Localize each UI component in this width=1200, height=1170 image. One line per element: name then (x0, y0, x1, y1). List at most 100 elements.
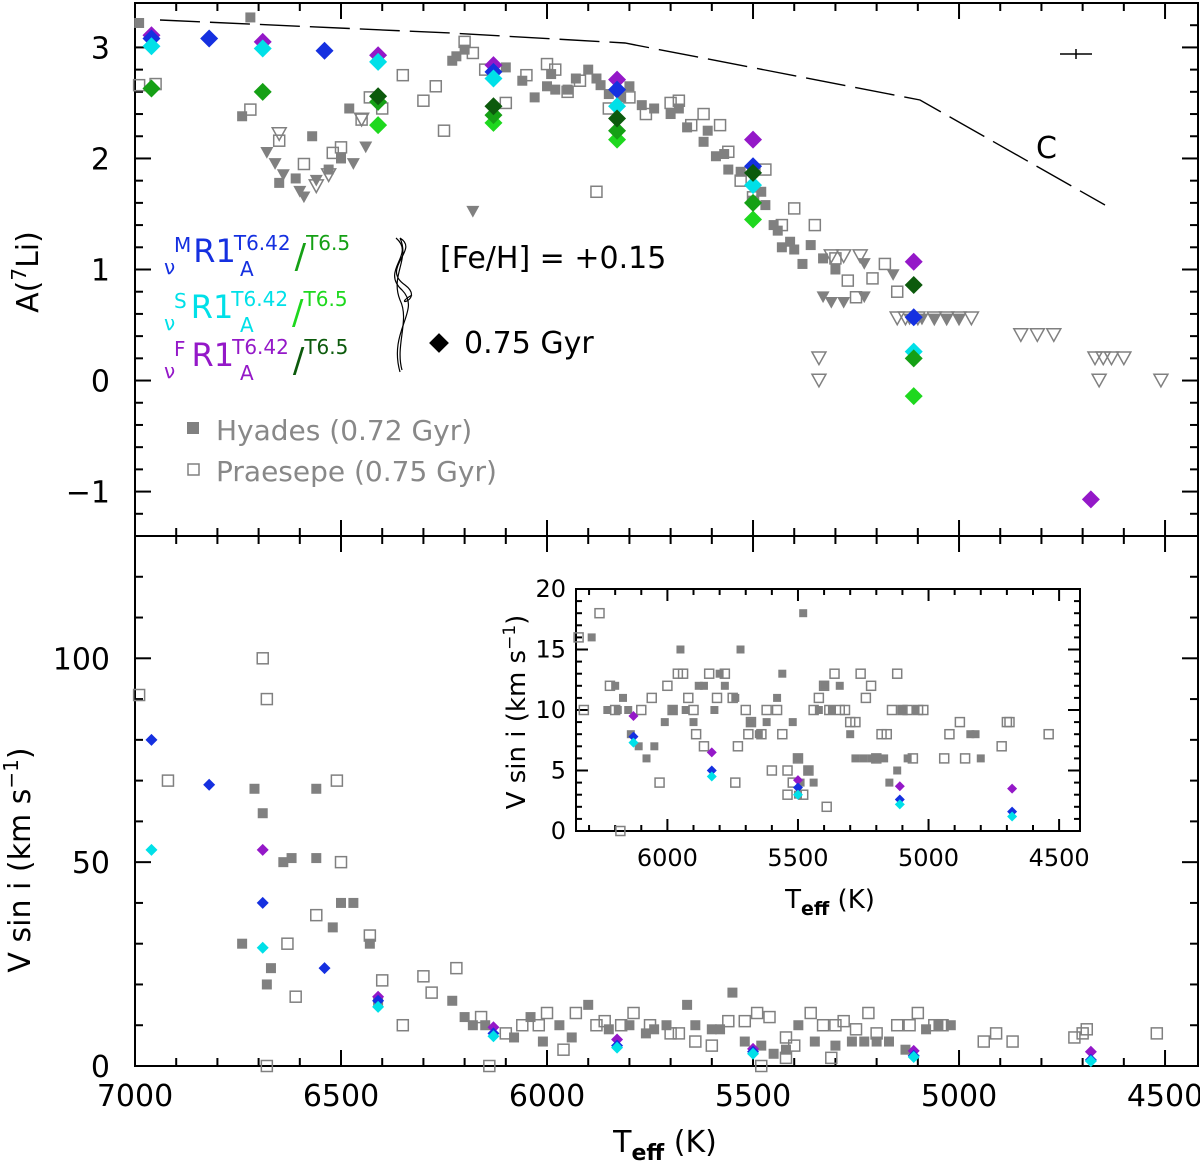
lithium-model-point (744, 163, 763, 182)
praesepe-point (615, 825, 626, 837)
legend-m-sub: A (240, 257, 254, 281)
lithium-y-tick-label: 2 (91, 142, 110, 177)
hyades-upper-limit (260, 147, 274, 159)
inset-y-tick-label: 5 (551, 757, 566, 785)
praesepe-upper-limit (1094, 351, 1112, 367)
hyades-point (265, 963, 276, 974)
hyades-point (451, 51, 462, 62)
hyades-upper-limit (857, 291, 871, 304)
vsini-model-point (487, 1030, 500, 1043)
lithium-y-tick-labels: 3 2 1 0 −1 (66, 31, 110, 510)
hyades-point (467, 1020, 478, 1031)
hyades-point (933, 1020, 944, 1031)
praesepe-point (775, 218, 789, 232)
praesepe-point (886, 704, 898, 716)
praesepe-point (499, 1027, 513, 1040)
lithium-model-point (608, 80, 627, 99)
vsini-y-axis-title: V sin i (km s−1) (0, 747, 38, 972)
legend-brace (396, 237, 413, 371)
hyades-point (883, 1036, 894, 1047)
praesepe-point (719, 668, 731, 679)
praesepe-point (132, 688, 146, 702)
praesepe-point (911, 1006, 925, 1020)
praesepe-point (698, 741, 710, 752)
legend-m-sup: T6.42 (233, 231, 291, 255)
hyades-point (719, 149, 730, 160)
praesepe-point (646, 692, 657, 704)
praesepe-point (722, 1014, 735, 1028)
praesepe-point (363, 929, 377, 942)
praesepe-point (808, 218, 822, 232)
hyades-point (591, 73, 602, 84)
praesepe-point (779, 1051, 793, 1065)
inset-y-tick-label: 10 (535, 696, 566, 724)
hyades-point (689, 718, 698, 727)
praesepe-point (425, 986, 438, 999)
vsini-y-tick-label: 0 (91, 1050, 110, 1085)
praesepe-point (437, 124, 451, 137)
legend-age: 0.75 Gyr (464, 326, 594, 361)
lithium-model-point (484, 97, 503, 116)
hyades-point (650, 742, 659, 751)
vsini-ticks (134, 535, 1198, 1067)
praesepe-point (623, 91, 636, 104)
praesepe-upper-limit (963, 311, 980, 327)
praesepe-point (310, 908, 323, 922)
hyades-point (859, 754, 868, 763)
hyades-point (780, 1044, 791, 1055)
praesepe-point (594, 607, 605, 619)
hyades-point (249, 783, 260, 794)
hyades-point (820, 681, 829, 690)
praesepe-point (777, 728, 788, 740)
lithium-model-point (904, 349, 923, 368)
lithium-model-point (744, 130, 763, 149)
hyades-point (799, 609, 808, 618)
praesepe-point (756, 728, 767, 740)
praesepe-point (734, 174, 747, 187)
lithium-y-tick-label: 1 (91, 254, 110, 289)
praesepe-point (540, 1006, 554, 1020)
lithium-model-points (142, 26, 1100, 509)
hyades-point (500, 62, 511, 73)
hyades-point (459, 1012, 470, 1023)
hyades-point (274, 177, 285, 188)
hyades-upper-limit (886, 269, 900, 281)
praesepe-point (866, 272, 879, 285)
praesepe-point (804, 1006, 817, 1020)
praesepe-point (466, 46, 480, 60)
hyades-point (336, 153, 347, 164)
praesepe-point (573, 74, 587, 87)
hyades-upper-limit (927, 313, 941, 326)
praesepe-point (609, 704, 621, 716)
hyades-point (793, 754, 802, 763)
legend-f-nu: ν (164, 359, 175, 383)
hyades-point (735, 166, 746, 177)
hyades-point (760, 200, 771, 211)
praesepe-point (639, 107, 653, 121)
praesepe-point (549, 63, 562, 76)
praesepe-point (829, 1018, 842, 1032)
praesepe-point (132, 78, 146, 92)
lithium-model-point (369, 87, 388, 106)
lithium-y-tick-label: 0 (91, 365, 110, 400)
praesepe-point (334, 855, 348, 869)
inset-model-points (628, 711, 1018, 822)
hyades-point (768, 1048, 779, 1059)
hyades-point (809, 778, 818, 787)
hyades-point (911, 706, 920, 714)
praesepe-point (417, 94, 430, 107)
praesepe-point (849, 1023, 863, 1036)
lithium-model-point (608, 121, 627, 140)
inset-model-point (706, 771, 717, 782)
praesepe-point (977, 1035, 991, 1048)
hyades-point (364, 938, 375, 949)
hyades-point (796, 778, 805, 787)
hyades-upper-limit (952, 313, 966, 326)
inset-y-tick-label: 0 (551, 817, 566, 845)
hyades-point (613, 706, 622, 714)
hyades-point (237, 938, 248, 949)
hyades-point (756, 1040, 767, 1051)
praesepe-upper-limit (1115, 351, 1133, 367)
praesepe-point (938, 753, 950, 764)
praesepe-point (557, 1043, 570, 1056)
